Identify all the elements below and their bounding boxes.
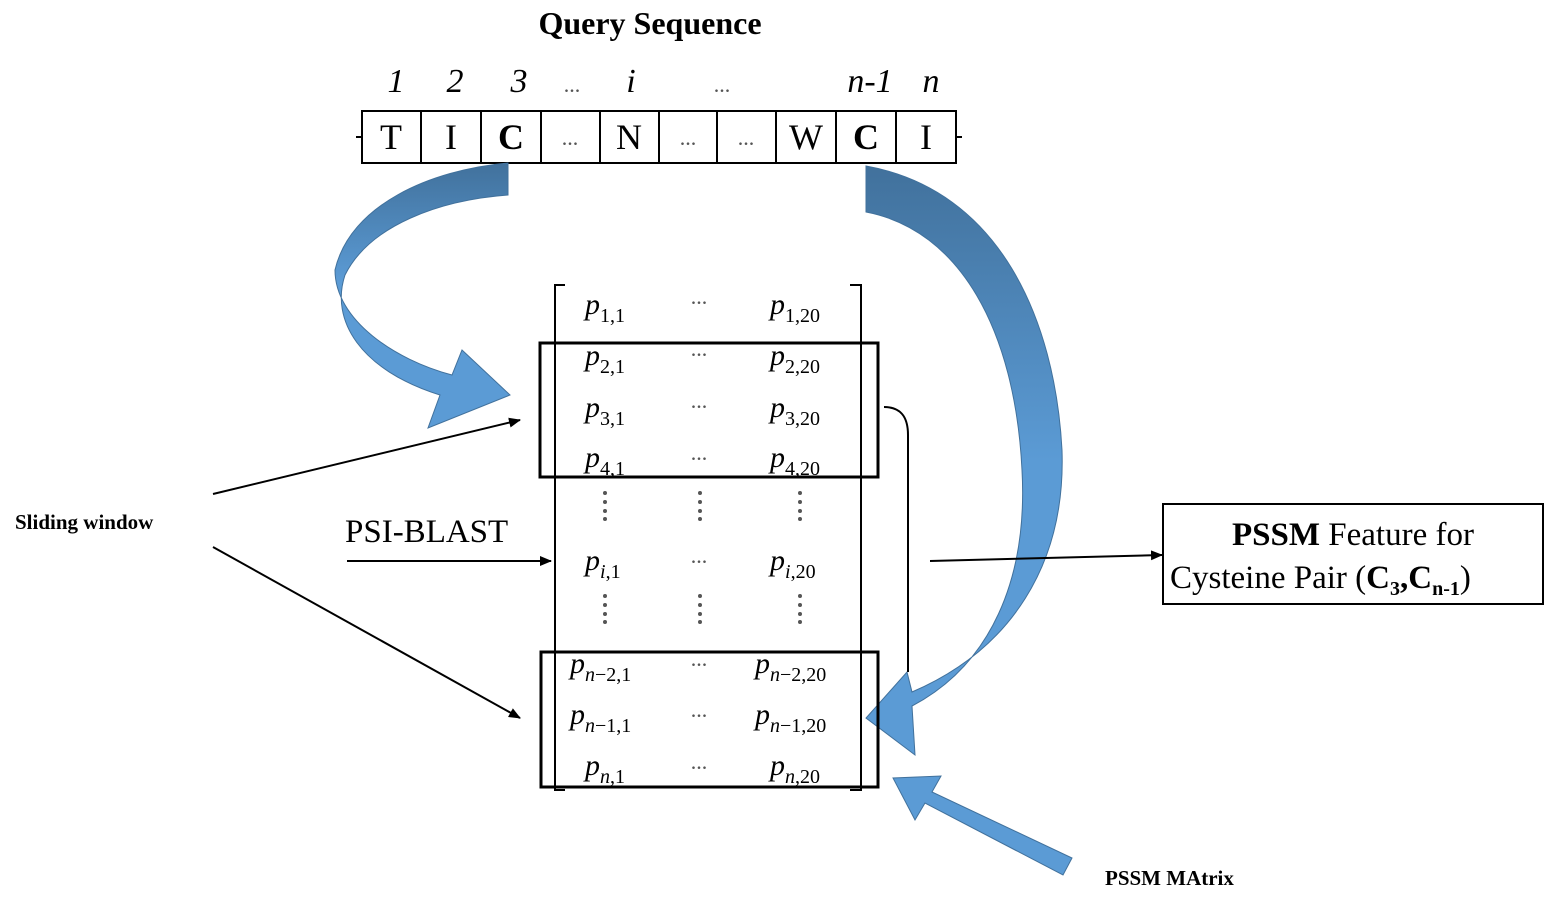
left-curved-arrow	[334, 162, 511, 429]
sliding-window-label: Sliding window	[15, 510, 154, 534]
matrix-cell: p4,20	[768, 441, 820, 480]
matrix-cell: pn−2,20	[753, 647, 826, 686]
position-index: n-1	[847, 63, 892, 100]
matrix-cell: pi,20	[768, 544, 816, 583]
residue-cysteine: C	[853, 117, 879, 157]
pssm-matrix-label: PSSM MAtrix	[1105, 866, 1234, 890]
position-index: 2	[447, 63, 464, 100]
pssm-feature-line2: Cysteine Pair (C3,Cn-1)	[1170, 560, 1471, 600]
matrix-cell: pn,20	[768, 749, 820, 788]
residue: I	[445, 117, 457, 157]
diagram-title: Query Sequence	[538, 5, 761, 41]
sliding-window-bottom	[539, 650, 880, 789]
residue: T	[380, 117, 402, 157]
residue-ellipsis: ...	[680, 125, 697, 150]
matrix-entries: p1,1 ... p1,20 p2,1 ... p2,20 p3,1 ... p…	[568, 284, 826, 788]
residue-cysteine: C	[498, 117, 524, 157]
position-index: 1	[388, 63, 405, 100]
pssm-matrix-arrow	[892, 775, 1073, 876]
matrix-row-ellipsis: ...	[691, 336, 708, 361]
right-curved-arrow	[865, 165, 1063, 757]
sliding-window-arrow-bottom	[212, 546, 521, 719]
matrix-cell: p4,1	[583, 441, 625, 480]
residue: W	[789, 117, 823, 157]
residue: N	[616, 117, 642, 157]
matrix-cell: p1,20	[768, 288, 820, 327]
position-indices: 1 2 3 ... i ... n-1 n	[388, 63, 940, 100]
residue-ellipsis: ...	[562, 125, 579, 150]
matrix-row-ellipsis: ...	[691, 646, 708, 671]
position-ellipsis: ...	[714, 72, 731, 97]
sequence-strip	[356, 110, 962, 164]
vertical-ellipsis	[603, 594, 802, 624]
position-ellipsis: ...	[564, 72, 581, 97]
matrix-row-ellipsis: ...	[691, 697, 708, 722]
connector-brace	[883, 406, 909, 672]
matrix-cell: pn−1,20	[753, 698, 826, 737]
matrix-row-ellipsis: ...	[691, 543, 708, 568]
matrix-cell: pn,1	[583, 749, 625, 788]
matrix-brackets	[554, 284, 862, 791]
matrix-row-ellipsis: ...	[691, 284, 708, 309]
pssm-feature-line1: PSSM Feature for	[1232, 517, 1474, 553]
pssm-feature-box	[1162, 503, 1544, 605]
matrix-row-ellipsis: ...	[691, 749, 708, 774]
matrix-cell: p3,1	[583, 391, 625, 430]
sliding-window-arrow-top	[212, 417, 521, 495]
feature-arrow	[929, 550, 1163, 562]
psi-blast-label: PSI-BLAST	[345, 514, 508, 550]
position-index: i	[626, 63, 635, 100]
matrix-cell: pn−1,1	[568, 698, 631, 737]
matrix-row-ellipsis: ...	[691, 440, 708, 465]
matrix-cell: p2,1	[583, 339, 625, 378]
matrix-cell: p2,20	[768, 339, 820, 378]
matrix-cell: pi,1	[583, 544, 621, 583]
residue: I	[920, 117, 932, 157]
matrix-cell: p3,20	[768, 391, 820, 430]
residue-ellipsis: ...	[738, 125, 755, 150]
sequence-letters: T I C ... N ... ... W C I	[380, 117, 932, 157]
matrix-row-ellipsis: ...	[691, 388, 708, 413]
matrix-cell: p1,1	[583, 288, 625, 327]
vertical-ellipsis	[603, 491, 802, 521]
position-index: 3	[510, 63, 528, 100]
sliding-window-top	[538, 341, 880, 479]
matrix-cell: pn−2,1	[568, 647, 631, 686]
position-index: n	[923, 63, 940, 100]
